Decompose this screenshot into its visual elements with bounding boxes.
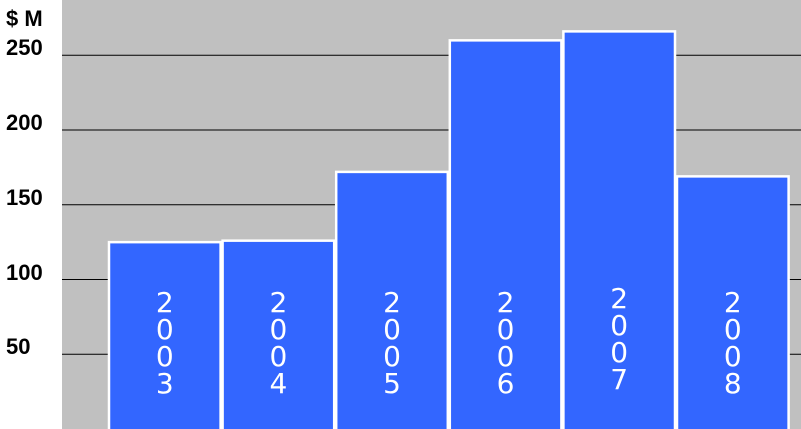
- y-tick-label: 50: [6, 334, 31, 360]
- bar: [334, 170, 450, 429]
- y-tick-label: 100: [6, 259, 43, 285]
- bar: [675, 175, 790, 429]
- y-tick-label: 250: [6, 35, 43, 61]
- y-axis-unit-label: $ M: [6, 6, 43, 31]
- bar: [562, 30, 677, 429]
- bar: [448, 39, 563, 429]
- y-tick-label: 150: [6, 184, 43, 210]
- bar: [107, 240, 222, 429]
- y-tick-label: 200: [6, 110, 43, 136]
- bar: [221, 239, 336, 429]
